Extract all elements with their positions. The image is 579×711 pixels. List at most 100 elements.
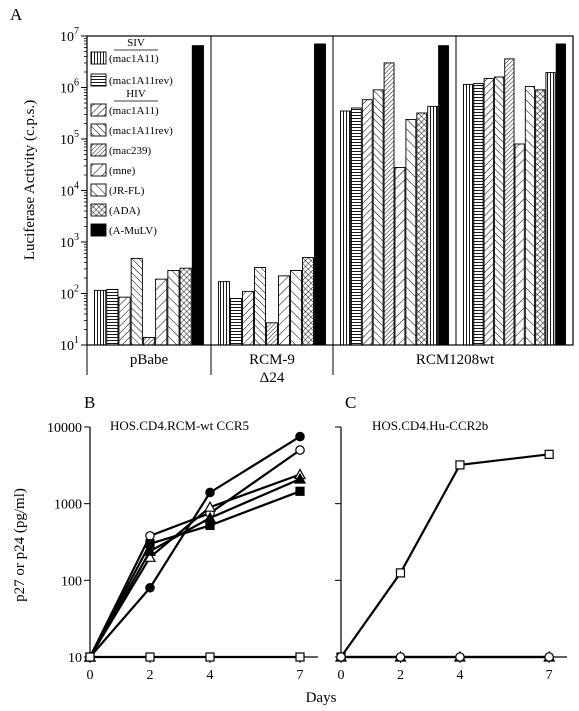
panel-a-y-axis: 101 102 103 104 105 106 107 <box>60 26 87 354</box>
point-marker <box>295 445 305 455</box>
point-marker <box>295 486 305 496</box>
bar <box>218 281 230 346</box>
y-tick-label: 100 <box>61 574 82 589</box>
x-tick-label: 0 <box>338 668 345 683</box>
bar <box>394 167 406 346</box>
point-marker <box>336 652 346 662</box>
bar <box>463 83 474 346</box>
x-tick-label: 7 <box>546 668 553 683</box>
bar <box>361 99 373 346</box>
bar <box>483 77 494 346</box>
bar <box>427 105 439 346</box>
panel-b-line-chart: HOS.CD4.RCM-wt CCR5 p27 or p24 (pg/ml) 1… <box>12 418 318 683</box>
y-tick-label: 104 <box>60 181 79 200</box>
x-tick-label: 7 <box>297 668 304 683</box>
panel-c-letter: C <box>345 393 356 412</box>
bar <box>545 72 556 346</box>
bar <box>106 288 119 346</box>
y-tick-label: 103 <box>60 232 79 251</box>
bar <box>94 289 107 346</box>
bar <box>473 82 484 346</box>
group-label-line2: Δ24 <box>260 370 285 386</box>
bar <box>535 89 546 346</box>
bar <box>179 267 192 346</box>
panel-a-frame <box>86 35 574 375</box>
bar <box>142 337 156 346</box>
panel-b-series <box>83 431 307 662</box>
panel-a-x-labels: pBabe RCM-9 Δ24 RCM1208wt <box>130 352 495 386</box>
y-tick-label: 101 <box>60 335 79 354</box>
series-line <box>89 473 301 658</box>
bar <box>130 257 143 346</box>
series-line <box>89 477 301 658</box>
legend-swatch <box>90 183 107 197</box>
y-tick-label: 106 <box>60 78 79 97</box>
legend-swatch <box>90 123 107 137</box>
panel-c-line-chart: HOS.CD4.Hu-CCR2b 0 2 4 7 <box>334 418 567 683</box>
x-tick-label: 4 <box>207 668 214 683</box>
bar <box>340 110 351 346</box>
bar <box>155 278 168 346</box>
point-marker <box>395 568 406 578</box>
bar <box>254 267 266 346</box>
panel-a-legend: SIV HIV (mac1A11) (mac1A11rev) (mac1A11) (m… <box>90 37 173 237</box>
legend-label: (mac239) <box>109 145 151 157</box>
bar <box>416 112 428 346</box>
y-tick-label: 105 <box>60 129 79 148</box>
legend-label: (mne) <box>109 165 136 177</box>
bar <box>314 43 326 346</box>
y-tick-label: 102 <box>60 284 79 303</box>
panel-a-bars <box>94 43 566 346</box>
bar <box>372 89 384 346</box>
x-tick-label: 0 <box>87 668 94 683</box>
legend-label: (JR-FL) <box>109 185 145 197</box>
y-tick-label: 10000 <box>47 421 82 436</box>
group-label: RCM-9 <box>249 352 295 368</box>
legend-swatch <box>90 103 107 117</box>
point-marker <box>85 652 95 662</box>
bar <box>438 45 449 346</box>
bar <box>118 296 131 346</box>
point-marker <box>293 472 307 484</box>
bar <box>278 275 290 346</box>
panel-b-letter: B <box>84 393 95 412</box>
point-marker <box>203 500 217 512</box>
legend-label: (mac1A11) <box>109 105 159 117</box>
bar <box>350 107 362 346</box>
point-marker <box>145 531 155 541</box>
legend-label: (mac1A11rev) <box>109 75 173 87</box>
panel-a-letter: A <box>10 5 23 24</box>
group-label: RCM1208wt <box>416 352 495 368</box>
point-marker <box>455 652 465 662</box>
series-line <box>340 453 550 658</box>
bar <box>191 45 204 346</box>
x-tick-label: 2 <box>147 668 154 683</box>
series-line <box>89 435 301 658</box>
panel-b-axes: 10 100 1000 10000 0 2 4 7 <box>47 421 318 683</box>
point-marker <box>145 539 155 549</box>
panel-c-title: HOS.CD4.Hu-CCR2b <box>372 418 488 433</box>
point-marker <box>295 431 305 442</box>
panel-c-axes: 0 2 4 7 <box>335 426 567 683</box>
y-tick-label: 10 <box>68 651 82 666</box>
x-tick-label: 2 <box>397 668 404 683</box>
point-marker <box>395 652 406 662</box>
shared-x-label: Days <box>306 690 337 706</box>
legend-label: (mac1A11) <box>109 53 159 65</box>
legend-label: (ADA) <box>109 205 140 217</box>
point-marker <box>295 652 305 662</box>
bar <box>266 322 278 346</box>
legend-swatch <box>90 51 107 65</box>
bar <box>383 62 395 346</box>
y-tick-label: 107 <box>60 26 79 45</box>
bar <box>230 298 242 346</box>
legend-label: (mac1A11rev) <box>109 125 173 137</box>
point-marker <box>145 652 155 662</box>
legend-swatch <box>90 203 107 217</box>
legend-swatch <box>90 143 107 157</box>
bar <box>290 270 302 346</box>
legend-header-siv: SIV <box>127 37 145 49</box>
bar <box>514 143 525 346</box>
panel-c-series <box>334 449 556 662</box>
